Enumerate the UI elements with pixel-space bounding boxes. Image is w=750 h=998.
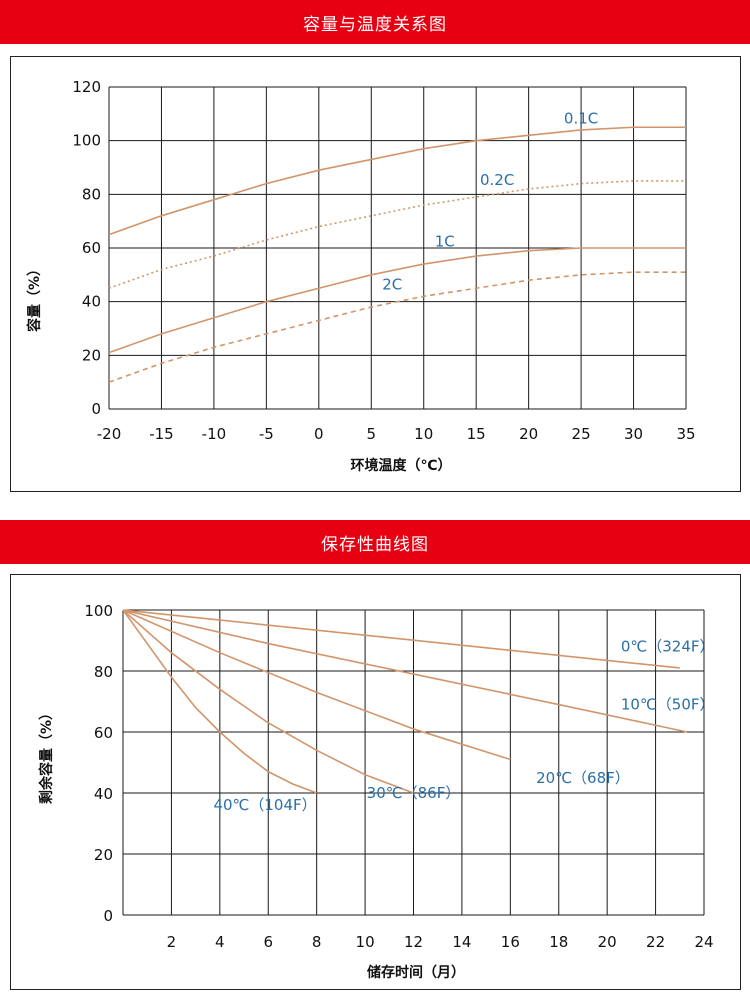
- chart1-x-tick: 0: [314, 425, 324, 443]
- storage-banner: 保存性曲线图: [0, 520, 750, 564]
- chart2-y-tick: 100: [84, 602, 113, 620]
- chart2-x-tick: 12: [404, 933, 423, 951]
- chart2-y-tick: 0: [103, 907, 113, 925]
- chart2-series-line: [122, 609, 680, 669]
- chart1-x-tick: -15: [149, 425, 174, 443]
- chart1-series-line: [108, 247, 686, 354]
- chart1-y-tick: 0: [91, 400, 101, 418]
- chart2-series-line: [122, 609, 414, 794]
- chart2-series-label: 10℃（50F）: [621, 696, 715, 714]
- chart1-y-tick: 60: [82, 239, 101, 257]
- chart2-series-label: 30℃（86F）: [367, 784, 461, 802]
- capacity-temperature-panel: 环境温度（℃） 容量（%） -20 -15 -10 -5 0 5 10 15 20 25 30 35 0…: [10, 56, 741, 492]
- chart1-x-tick: -20: [97, 425, 122, 443]
- chart1-y-tick: 80: [82, 185, 101, 203]
- chart2-x-tick: 24: [694, 933, 713, 951]
- chart2-x-tick: 18: [549, 933, 568, 951]
- chart2-ylabel: 剩余容量（%）: [38, 706, 55, 804]
- chart1-y-tick: 100: [72, 132, 101, 150]
- capacity-temperature-banner: 容量与温度关系图: [0, 0, 750, 44]
- chart1-y-tick: 40: [82, 293, 101, 311]
- chart2-y-tick: 40: [94, 785, 113, 803]
- chart2-series-line: [122, 609, 511, 761]
- chart1-x-tick: 5: [366, 425, 376, 443]
- chart1-x-tick: 25: [572, 425, 591, 443]
- chart2-x-tick: 8: [312, 933, 322, 951]
- chart2-x-tick: 16: [501, 933, 520, 951]
- chart2-y-tick: 80: [94, 663, 113, 681]
- chart2-y-tick: 20: [94, 846, 113, 864]
- chart2-xlabel: 储存时间（月）: [366, 964, 465, 981]
- chart1-series-line: [108, 271, 686, 383]
- chart1-x-tick: 20: [519, 425, 538, 443]
- chart1-xlabel: 环境温度（℃）: [351, 457, 452, 474]
- chart2-x-tick: 20: [598, 933, 617, 951]
- chart2-series-label: 40℃（104F）: [213, 796, 316, 814]
- chart1-x-tick: 10: [414, 425, 433, 443]
- chart1-x-tick: 30: [624, 425, 643, 443]
- chart2-x-tick: 2: [167, 933, 177, 951]
- chart1-series-label: 0.1C: [564, 109, 598, 127]
- chart1-series-line: [108, 180, 686, 290]
- chart1-y-tick: 20: [82, 346, 101, 364]
- chart1-series-label: 1C: [435, 233, 455, 251]
- chart2-x-tick: 4: [215, 933, 225, 951]
- chart1-x-tick: 35: [676, 425, 695, 443]
- chart2-x-tick: 10: [356, 933, 375, 951]
- storage-panel: 储存时间（月） 剩余容量（%） 2 4 6 8 10 12 14 16 18 20 22 24 0 20 4…: [10, 574, 741, 990]
- chart2-x-tick: 22: [646, 933, 665, 951]
- chart2-title: 保存性曲线图: [321, 534, 429, 555]
- chart2-series-label: 0℃（324F）: [621, 638, 715, 656]
- chart2-x-tick: 14: [452, 933, 471, 951]
- chart2-y-tick: 60: [94, 724, 113, 742]
- chart1-y-tick: 120: [72, 78, 101, 96]
- capacity-temperature-chart: 环境温度（℃） 容量（%） -20 -15 -10 -5 0 5 10 15 20 25 30 35 0…: [26, 78, 696, 474]
- chart1-x-tick: 15: [467, 425, 486, 443]
- chart1-ylabel: 容量（%）: [26, 262, 43, 333]
- chart1-series-label: 0.2C: [480, 171, 514, 189]
- chart2-series-line: [122, 609, 317, 794]
- chart2-series-label: 20℃（68F）: [536, 769, 630, 787]
- chart1-series-label: 2C: [382, 276, 402, 294]
- storage-chart: 储存时间（月） 剩余容量（%） 2 4 6 8 10 12 14 16 18 20 22 240204…: [38, 602, 715, 981]
- chart1-x-tick: -10: [202, 425, 227, 443]
- chart2-x-tick: 6: [263, 933, 273, 951]
- chart2-series-line: [122, 609, 688, 733]
- chart1-x-tick: -5: [259, 425, 274, 443]
- chart1-title: 容量与温度关系图: [303, 14, 447, 35]
- chart1-series-line: [108, 126, 686, 236]
